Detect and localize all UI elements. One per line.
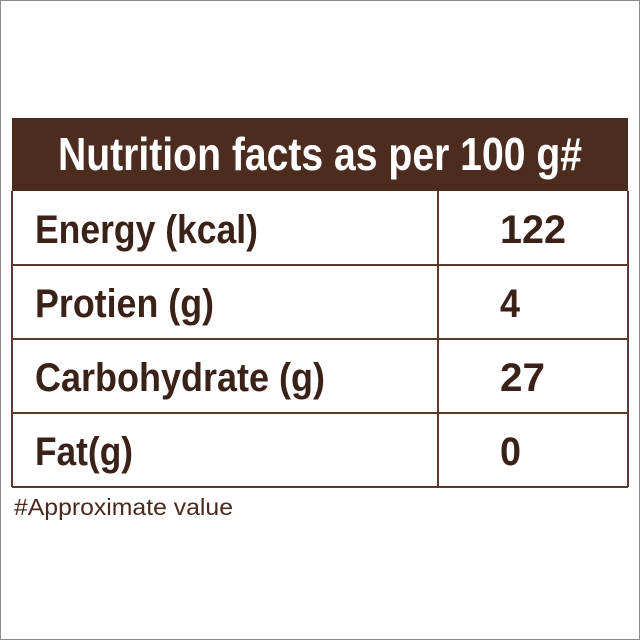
nutrient-value: 122 [500,208,566,252]
nutrient-label: Fat(g) [35,430,133,474]
footnote: #Approximate value [14,494,233,520]
nutrient-label: Protien (g) [35,282,214,326]
nutrient-label: Energy (kcal) [35,208,258,252]
nutrient-label: Carbohydrate (g) [35,356,325,400]
header-band [12,118,628,191]
nutrient-value: 0 [500,430,521,474]
table-title: Nutrition facts as per 100 g# [58,128,582,180]
nutrient-value: 4 [500,282,521,326]
nutrient-value: 27 [500,356,545,400]
table-grid [11,191,629,488]
